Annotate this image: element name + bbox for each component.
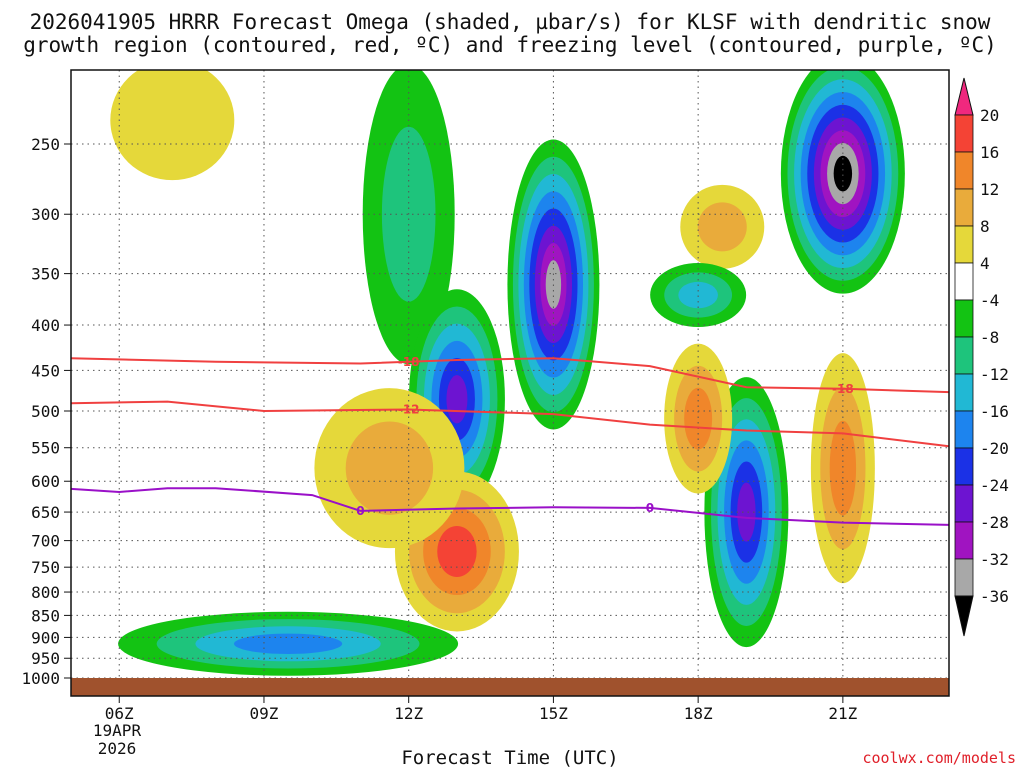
colorbar-swatch bbox=[954, 447, 974, 486]
date-label-day: 19APR bbox=[93, 721, 142, 740]
colorbar-swatch bbox=[954, 484, 974, 523]
y-tick-label-400: 400 bbox=[31, 316, 60, 335]
omega-blob-upper-left-positive bbox=[110, 70, 235, 181]
colorbar-swatch bbox=[954, 262, 974, 301]
omega-blob-18z-mid-positive bbox=[664, 343, 733, 494]
colorbar-label: 16 bbox=[980, 143, 999, 162]
colorbar-label: -28 bbox=[980, 513, 1009, 532]
colorbar-swatch bbox=[954, 336, 974, 375]
freezing-level-contour bbox=[71, 487, 949, 526]
colorbar-bottom-arrow bbox=[954, 595, 974, 637]
temperature-contours: -18 -18 -12 0 0 bbox=[71, 355, 949, 526]
dgz--12C-contour bbox=[71, 400, 949, 448]
y-tick-label-500: 500 bbox=[31, 402, 60, 421]
omega-blob-17z-negative bbox=[650, 263, 747, 328]
colorbar-swatch bbox=[954, 410, 974, 449]
omega-blob-12z-mid-positive bbox=[314, 388, 465, 549]
colorbar-swatch bbox=[954, 151, 974, 190]
colorbar-label: -4 bbox=[980, 291, 999, 310]
y-tick-label-600: 600 bbox=[31, 472, 60, 491]
colorbar-swatch bbox=[954, 188, 974, 227]
x-tick-label-12Z: 12Z bbox=[394, 704, 423, 723]
y-tick-label-650: 650 bbox=[31, 503, 60, 522]
dgz--18C-label: -18 bbox=[398, 355, 420, 369]
omega-blob-21z-mid-positive bbox=[810, 353, 875, 584]
y-tick-label-900: 900 bbox=[31, 628, 60, 647]
x-tick-label-09Z: 09Z bbox=[250, 704, 279, 723]
x-tick-label-15Z: 15Z bbox=[539, 704, 568, 723]
y-tick-label-250: 250 bbox=[31, 135, 60, 154]
colorbar: 20 16 12 8 4 -4 -8 -12 -16 -20 -24 -28 -32 -36 bbox=[954, 77, 1009, 637]
colorbar-swatch bbox=[954, 299, 974, 338]
colorbar-label: 20 bbox=[980, 106, 999, 125]
y-tick-label-450: 450 bbox=[31, 361, 60, 380]
colorbar-label: 4 bbox=[980, 254, 990, 273]
freezing-level-label: 0 bbox=[356, 504, 364, 518]
y-tick-label-350: 350 bbox=[31, 265, 60, 284]
colorbar-label: -12 bbox=[980, 365, 1009, 384]
colorbar-swatch bbox=[954, 114, 974, 153]
omega-blob-15z-negative-core bbox=[507, 139, 600, 430]
omega-level--24 bbox=[737, 482, 756, 542]
colorbar-label: -32 bbox=[980, 550, 1009, 569]
x-axis-ticks: 06Z 09Z 12Z 15Z 18Z 21Z bbox=[105, 696, 858, 723]
plot-frame bbox=[70, 69, 950, 697]
omega-level--16 bbox=[233, 633, 343, 654]
colorbar-label: 8 bbox=[980, 217, 990, 236]
chart-title-line2: growth region (contoured, red, ºC) and f… bbox=[23, 33, 997, 57]
omega-level-16 bbox=[437, 525, 477, 577]
dgz--12C-label: -12 bbox=[398, 402, 420, 416]
colorbar-label: -20 bbox=[980, 439, 1009, 458]
colorbar-swatch bbox=[954, 521, 974, 560]
omega-level--36 bbox=[833, 155, 853, 192]
y-tick-label-750: 750 bbox=[31, 558, 60, 577]
colorbar-label: -24 bbox=[980, 476, 1009, 495]
omega-blob-21z-negative-core bbox=[780, 70, 905, 294]
colorbar-top-arrow bbox=[954, 77, 974, 116]
date-label-year: 2026 bbox=[98, 739, 137, 758]
colorbar-label: -16 bbox=[980, 402, 1009, 421]
omega-level-12 bbox=[684, 387, 713, 450]
grid-lines bbox=[71, 70, 949, 678]
dgz--18C-contour bbox=[71, 357, 949, 394]
colorbar-swatch bbox=[954, 373, 974, 412]
colorbar-swatch bbox=[954, 225, 974, 264]
y-tick-label-850: 850 bbox=[31, 606, 60, 625]
y-axis-ticks: 250 300 350 400 450 500 550 600 650 700 750 800 850 9… bbox=[21, 135, 71, 688]
colorbar-label: 12 bbox=[980, 180, 999, 199]
x-tick-label-06Z: 06Z bbox=[105, 704, 134, 723]
colorbar-label: -8 bbox=[980, 328, 999, 347]
x-tick-label-18Z: 18Z bbox=[684, 704, 713, 723]
omega-blob-low-level-negative bbox=[118, 611, 459, 676]
y-tick-label-950: 950 bbox=[31, 649, 60, 668]
omega-level-4 bbox=[110, 70, 235, 181]
colorbar-label: -36 bbox=[980, 587, 1009, 606]
y-tick-label-800: 800 bbox=[31, 583, 60, 602]
y-tick-label-550: 550 bbox=[31, 439, 60, 458]
y-tick-label-700: 700 bbox=[31, 532, 60, 551]
x-tick-label-21Z: 21Z bbox=[828, 704, 857, 723]
x-axis-label: Forecast Time (UTC) bbox=[401, 747, 618, 768]
y-tick-label-300: 300 bbox=[31, 205, 60, 224]
dgz--18C-label: -18 bbox=[832, 382, 854, 396]
omega-level--24 bbox=[446, 375, 468, 424]
y-tick-label-1000: 1000 bbox=[21, 669, 60, 688]
colorbar-swatch bbox=[954, 558, 974, 597]
ground-surface bbox=[71, 678, 949, 696]
chart-title-line1: 2026041905 HRRR Forecast Omega (shaded, … bbox=[30, 10, 991, 34]
omega-level-12 bbox=[829, 420, 857, 516]
freezing-level-label: 0 bbox=[646, 501, 654, 515]
omega-level--32 bbox=[545, 260, 562, 309]
omega-blob-18z-upper-positive bbox=[680, 184, 765, 269]
credit-text: coolwx.com/models bbox=[862, 749, 1016, 767]
omega-level--12 bbox=[678, 281, 718, 309]
omega-level-8 bbox=[697, 202, 747, 252]
omega-level-8 bbox=[345, 421, 434, 515]
